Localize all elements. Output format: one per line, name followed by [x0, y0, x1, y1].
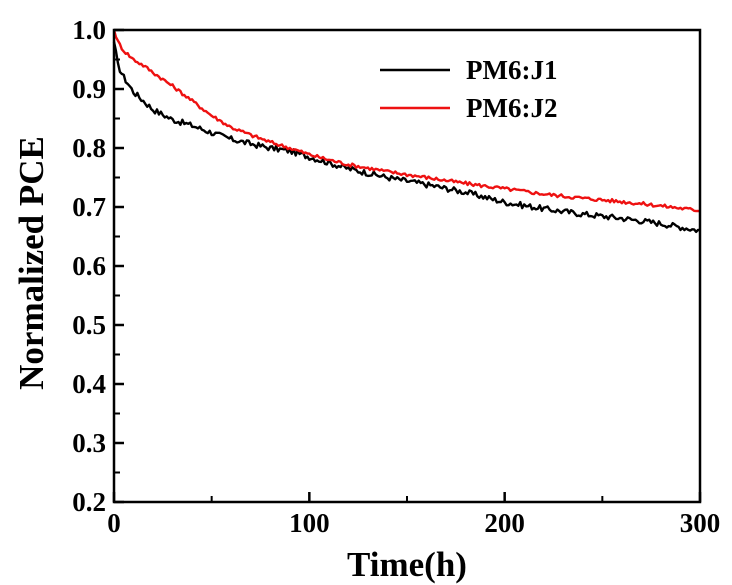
series-line-pm6-j1	[112, 41, 701, 234]
x-tick-label-200: 200	[484, 508, 525, 538]
legend-label-1: PM6:J1	[466, 55, 557, 85]
y-tick-label-1: 1.0	[72, 15, 106, 45]
y-tick-label-0.4: 0.4	[72, 369, 106, 399]
x-axis-title: Time(h)	[347, 545, 467, 584]
x-tick-label-300: 300	[680, 508, 721, 538]
y-tick-label-0.2: 0.2	[72, 487, 106, 517]
y-tick-label-0.6: 0.6	[72, 251, 106, 281]
legend: PM6:J1 PM6:J2	[380, 55, 557, 123]
y-tick-label-0.9: 0.9	[72, 74, 106, 104]
y-tick-label-0.5: 0.5	[72, 310, 106, 340]
legend-label-2: PM6:J2	[466, 93, 557, 123]
x-tick-label-100: 100	[289, 508, 330, 538]
x-tick-label-0: 0	[107, 508, 121, 538]
y-tick-label-0.3: 0.3	[72, 428, 106, 458]
y-tick-label-0.7: 0.7	[72, 192, 106, 222]
plot-frame	[112, 28, 702, 504]
series-layer	[112, 29, 701, 234]
series-line-pm6-j2	[112, 29, 701, 213]
y-axis-title: Normalized PCE	[12, 136, 51, 390]
axes-layer: 0 100 200 300 0.2 0.3 0.4 0.5 0.6 0.7 0.8 0.9 1.0	[72, 15, 720, 538]
y-tick-label-0.8: 0.8	[72, 133, 106, 163]
